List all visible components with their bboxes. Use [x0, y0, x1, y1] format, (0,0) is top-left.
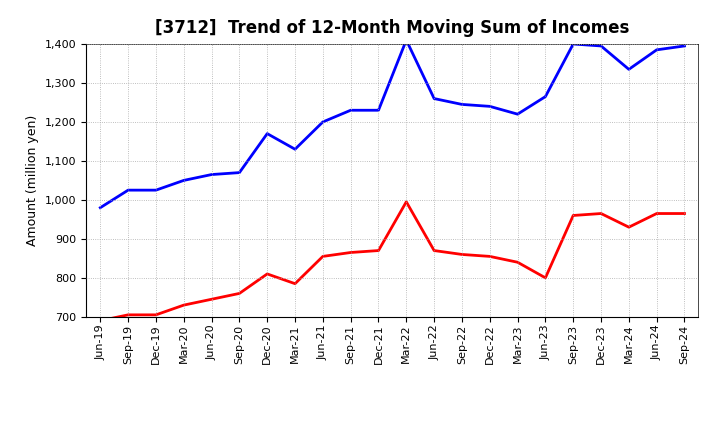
- Net Income: [263, 271, 271, 277]
- Line: Ordinary Income: Ordinary Income: [100, 40, 685, 208]
- Ordinary Income: [569, 41, 577, 47]
- Net Income: [207, 297, 216, 302]
- Net Income: [235, 291, 243, 296]
- Net Income: [152, 312, 161, 318]
- Ordinary Income: [374, 108, 383, 113]
- Ordinary Income: [541, 94, 550, 99]
- Net Income: [430, 248, 438, 253]
- Ordinary Income: [318, 119, 327, 125]
- Net Income: [346, 250, 355, 255]
- Y-axis label: Amount (million yen): Amount (million yen): [27, 115, 40, 246]
- Net Income: [513, 260, 522, 265]
- Net Income: [402, 199, 410, 205]
- Ordinary Income: [624, 67, 633, 72]
- Ordinary Income: [680, 43, 689, 48]
- Ordinary Income: [235, 170, 243, 175]
- Ordinary Income: [652, 47, 661, 52]
- Net Income: [541, 275, 550, 280]
- Net Income: [458, 252, 467, 257]
- Net Income: [624, 224, 633, 230]
- Ordinary Income: [597, 43, 606, 48]
- Ordinary Income: [402, 37, 410, 43]
- Ordinary Income: [207, 172, 216, 177]
- Ordinary Income: [179, 178, 188, 183]
- Net Income: [179, 302, 188, 308]
- Net Income: [318, 254, 327, 259]
- Ordinary Income: [430, 96, 438, 101]
- Ordinary Income: [152, 187, 161, 193]
- Title: [3712]  Trend of 12-Month Moving Sum of Incomes: [3712] Trend of 12-Month Moving Sum of I…: [156, 19, 629, 37]
- Net Income: [374, 248, 383, 253]
- Ordinary Income: [263, 131, 271, 136]
- Ordinary Income: [291, 147, 300, 152]
- Net Income: [680, 211, 689, 216]
- Net Income: [291, 281, 300, 286]
- Ordinary Income: [458, 102, 467, 107]
- Ordinary Income: [346, 108, 355, 113]
- Net Income: [124, 312, 132, 318]
- Net Income: [485, 254, 494, 259]
- Net Income: [597, 211, 606, 216]
- Ordinary Income: [485, 104, 494, 109]
- Net Income: [96, 318, 104, 323]
- Ordinary Income: [96, 205, 104, 210]
- Line: Net Income: Net Income: [100, 202, 685, 321]
- Net Income: [652, 211, 661, 216]
- Ordinary Income: [124, 187, 132, 193]
- Ordinary Income: [513, 111, 522, 117]
- Net Income: [569, 213, 577, 218]
